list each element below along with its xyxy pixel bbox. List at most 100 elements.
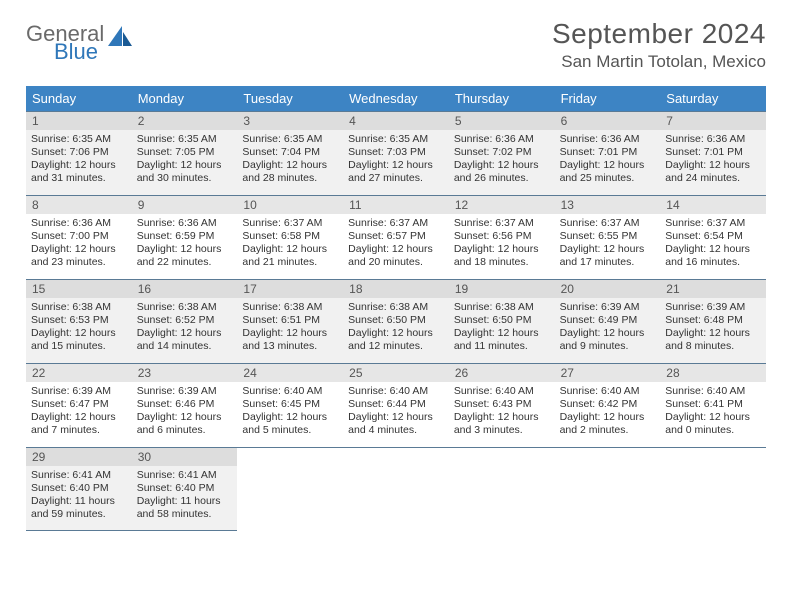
calendar-cell: 20Sunrise: 6:39 AMSunset: 6:49 PMDayligh… [555, 279, 661, 363]
day-detail: Sunrise: 6:37 AMSunset: 6:56 PMDaylight:… [449, 214, 555, 275]
col-header-wed: Wednesday [343, 86, 449, 111]
calendar-body: 1Sunrise: 6:35 AMSunset: 7:06 PMDaylight… [26, 111, 766, 531]
day-number: 7 [660, 112, 766, 130]
day-number: 25 [343, 364, 449, 382]
calendar-cell: 30Sunrise: 6:41 AMSunset: 6:40 PMDayligh… [132, 447, 238, 531]
day-number: 4 [343, 112, 449, 130]
calendar-cell: 9Sunrise: 6:36 AMSunset: 6:59 PMDaylight… [132, 195, 238, 279]
day-number: 27 [555, 364, 661, 382]
day-number: 18 [343, 280, 449, 298]
col-header-fri: Friday [555, 86, 661, 111]
day-detail: Sunrise: 6:38 AMSunset: 6:50 PMDaylight:… [449, 298, 555, 359]
day-detail: Sunrise: 6:41 AMSunset: 6:40 PMDaylight:… [132, 466, 238, 527]
calendar-cell: 21Sunrise: 6:39 AMSunset: 6:48 PMDayligh… [660, 279, 766, 363]
calendar-cell: 28Sunrise: 6:40 AMSunset: 6:41 PMDayligh… [660, 363, 766, 447]
day-number: 19 [449, 280, 555, 298]
location-label: San Martin Totolan, Mexico [552, 52, 766, 72]
day-detail: Sunrise: 6:40 AMSunset: 6:42 PMDaylight:… [555, 382, 661, 443]
calendar-cell: 5Sunrise: 6:36 AMSunset: 7:02 PMDaylight… [449, 111, 555, 195]
brand-sail-icon [108, 26, 134, 48]
calendar-cell [555, 447, 661, 531]
day-number: 10 [237, 196, 343, 214]
day-number: 24 [237, 364, 343, 382]
calendar-cell: 16Sunrise: 6:38 AMSunset: 6:52 PMDayligh… [132, 279, 238, 363]
day-number: 8 [26, 196, 132, 214]
col-header-thu: Thursday [449, 86, 555, 111]
calendar-cell: 14Sunrise: 6:37 AMSunset: 6:54 PMDayligh… [660, 195, 766, 279]
day-number: 20 [555, 280, 661, 298]
calendar-cell [660, 447, 766, 531]
day-number: 3 [237, 112, 343, 130]
day-detail: Sunrise: 6:37 AMSunset: 6:55 PMDaylight:… [555, 214, 661, 275]
day-detail: Sunrise: 6:39 AMSunset: 6:46 PMDaylight:… [132, 382, 238, 443]
day-number: 23 [132, 364, 238, 382]
brand-logo: General Blue [26, 18, 134, 62]
calendar-cell: 11Sunrise: 6:37 AMSunset: 6:57 PMDayligh… [343, 195, 449, 279]
calendar-cell: 25Sunrise: 6:40 AMSunset: 6:44 PMDayligh… [343, 363, 449, 447]
page-header: General Blue September 2024 San Martin T… [26, 18, 766, 72]
day-detail: Sunrise: 6:38 AMSunset: 6:50 PMDaylight:… [343, 298, 449, 359]
calendar-cell: 3Sunrise: 6:35 AMSunset: 7:04 PMDaylight… [237, 111, 343, 195]
day-number: 14 [660, 196, 766, 214]
day-number: 21 [660, 280, 766, 298]
day-number: 28 [660, 364, 766, 382]
day-number: 13 [555, 196, 661, 214]
day-number: 9 [132, 196, 238, 214]
calendar-cell: 4Sunrise: 6:35 AMSunset: 7:03 PMDaylight… [343, 111, 449, 195]
day-detail: Sunrise: 6:36 AMSunset: 6:59 PMDaylight:… [132, 214, 238, 275]
calendar-cell: 12Sunrise: 6:37 AMSunset: 6:56 PMDayligh… [449, 195, 555, 279]
calendar-cell: 18Sunrise: 6:38 AMSunset: 6:50 PMDayligh… [343, 279, 449, 363]
calendar-cell: 10Sunrise: 6:37 AMSunset: 6:58 PMDayligh… [237, 195, 343, 279]
day-detail: Sunrise: 6:39 AMSunset: 6:48 PMDaylight:… [660, 298, 766, 359]
col-header-tue: Tuesday [237, 86, 343, 111]
calendar-cell: 2Sunrise: 6:35 AMSunset: 7:05 PMDaylight… [132, 111, 238, 195]
day-detail: Sunrise: 6:40 AMSunset: 6:43 PMDaylight:… [449, 382, 555, 443]
day-detail: Sunrise: 6:37 AMSunset: 6:54 PMDaylight:… [660, 214, 766, 275]
day-number: 12 [449, 196, 555, 214]
calendar-cell: 19Sunrise: 6:38 AMSunset: 6:50 PMDayligh… [449, 279, 555, 363]
calendar-cell: 13Sunrise: 6:37 AMSunset: 6:55 PMDayligh… [555, 195, 661, 279]
day-detail: Sunrise: 6:35 AMSunset: 7:04 PMDaylight:… [237, 130, 343, 191]
calendar-cell: 27Sunrise: 6:40 AMSunset: 6:42 PMDayligh… [555, 363, 661, 447]
day-detail: Sunrise: 6:41 AMSunset: 6:40 PMDaylight:… [26, 466, 132, 527]
day-number: 15 [26, 280, 132, 298]
day-detail: Sunrise: 6:35 AMSunset: 7:05 PMDaylight:… [132, 130, 238, 191]
brand-text: General Blue [26, 24, 104, 62]
day-number: 17 [237, 280, 343, 298]
col-header-sat: Saturday [660, 86, 766, 111]
col-header-sun: Sunday [26, 86, 132, 111]
day-number: 2 [132, 112, 238, 130]
calendar-page: General Blue September 2024 San Martin T… [0, 0, 792, 551]
calendar-cell [343, 447, 449, 531]
day-detail: Sunrise: 6:35 AMSunset: 7:03 PMDaylight:… [343, 130, 449, 191]
calendar-cell [237, 447, 343, 531]
day-detail: Sunrise: 6:40 AMSunset: 6:44 PMDaylight:… [343, 382, 449, 443]
day-detail: Sunrise: 6:38 AMSunset: 6:52 PMDaylight:… [132, 298, 238, 359]
col-header-mon: Monday [132, 86, 238, 111]
calendar-cell: 17Sunrise: 6:38 AMSunset: 6:51 PMDayligh… [237, 279, 343, 363]
day-detail: Sunrise: 6:38 AMSunset: 6:51 PMDaylight:… [237, 298, 343, 359]
calendar-cell: 22Sunrise: 6:39 AMSunset: 6:47 PMDayligh… [26, 363, 132, 447]
day-detail: Sunrise: 6:36 AMSunset: 7:01 PMDaylight:… [555, 130, 661, 191]
day-detail: Sunrise: 6:37 AMSunset: 6:57 PMDaylight:… [343, 214, 449, 275]
day-number: 29 [26, 448, 132, 466]
day-detail: Sunrise: 6:40 AMSunset: 6:45 PMDaylight:… [237, 382, 343, 443]
brand-word2: Blue [54, 39, 98, 64]
title-block: September 2024 San Martin Totolan, Mexic… [552, 18, 766, 72]
calendar-cell: 7Sunrise: 6:36 AMSunset: 7:01 PMDaylight… [660, 111, 766, 195]
calendar-cell: 1Sunrise: 6:35 AMSunset: 7:06 PMDaylight… [26, 111, 132, 195]
day-number: 16 [132, 280, 238, 298]
calendar-cell: 24Sunrise: 6:40 AMSunset: 6:45 PMDayligh… [237, 363, 343, 447]
calendar-cell [449, 447, 555, 531]
calendar-header-row: Sunday Monday Tuesday Wednesday Thursday… [26, 86, 766, 111]
day-number: 30 [132, 448, 238, 466]
month-title: September 2024 [552, 18, 766, 50]
day-detail: Sunrise: 6:38 AMSunset: 6:53 PMDaylight:… [26, 298, 132, 359]
day-number: 22 [26, 364, 132, 382]
day-number: 5 [449, 112, 555, 130]
day-number: 6 [555, 112, 661, 130]
day-detail: Sunrise: 6:36 AMSunset: 7:02 PMDaylight:… [449, 130, 555, 191]
day-number: 11 [343, 196, 449, 214]
day-detail: Sunrise: 6:35 AMSunset: 7:06 PMDaylight:… [26, 130, 132, 191]
day-detail: Sunrise: 6:36 AMSunset: 7:00 PMDaylight:… [26, 214, 132, 275]
